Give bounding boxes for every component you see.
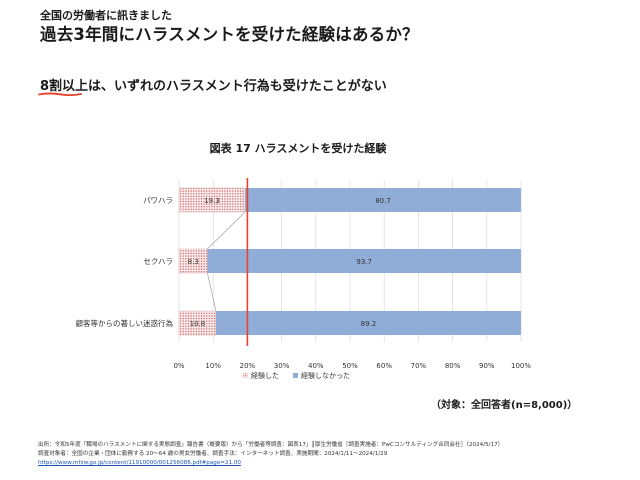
category-label: 顧客等からの著しい迷惑行為 bbox=[76, 318, 174, 328]
x-tick-label: 90% bbox=[479, 362, 495, 370]
bar-not-experienced bbox=[215, 311, 521, 335]
connector-line bbox=[207, 272, 217, 312]
source-line-1: 出所：令和5年度「職場のハラスメントに関する実態調査」報告書（概要版）から「労働… bbox=[38, 442, 504, 448]
connector-lines bbox=[207, 211, 246, 312]
data-label-experienced: 8.3 bbox=[188, 258, 199, 266]
category-label: セクハラ bbox=[143, 257, 173, 266]
bars: 19.3 80.7 8.3 93.7 10.8 89.2 bbox=[178, 187, 522, 336]
finding-underline bbox=[38, 92, 82, 96]
bar-not-experienced bbox=[207, 249, 522, 273]
x-tick-label: 30% bbox=[274, 362, 290, 370]
headline: 過去3年間にハラスメントを受けた経験はあるか？ bbox=[40, 25, 419, 44]
data-label-experienced: 19.3 bbox=[204, 197, 220, 205]
bar-experienced bbox=[178, 310, 217, 336]
legend-swatch-not-experienced bbox=[293, 373, 298, 378]
legend-swatch-experienced bbox=[243, 373, 248, 378]
bar-experienced bbox=[178, 248, 208, 274]
bar-experienced bbox=[178, 187, 246, 213]
x-tick-label: 50% bbox=[342, 362, 358, 370]
legend-label-not-experienced: 経験しなかった bbox=[301, 371, 350, 380]
x-tick-label: 100% bbox=[511, 362, 531, 370]
data-label-not-experienced: 80.7 bbox=[375, 197, 391, 205]
respondents-note: （対象：全回答者(n=8,000)） bbox=[431, 400, 578, 411]
x-tick-label: 40% bbox=[308, 362, 324, 370]
bar-not-experienced bbox=[245, 188, 522, 212]
x-tick-label: 10% bbox=[205, 362, 221, 370]
x-tick-label: 80% bbox=[445, 362, 461, 370]
key-finding: 8割以上は、いずれのハラスメント行為も受けたことがない bbox=[40, 79, 387, 94]
x-tick-labels: 0% 10% 20% 30% 40% 50% 60% 70% 80% 90% 100% bbox=[173, 362, 531, 370]
data-label-not-experienced: 93.7 bbox=[356, 258, 372, 266]
legend-label-experienced: 経験した bbox=[251, 371, 279, 380]
source-citation: 出所：令和5年度「職場のハラスメントに関する実態調査」報告書（概要版）から「労働… bbox=[38, 441, 503, 469]
x-tick-label: 60% bbox=[376, 362, 392, 370]
data-label-not-experienced: 89.2 bbox=[361, 320, 377, 328]
x-tick-label: 70% bbox=[411, 362, 427, 370]
source-link[interactable]: https://www.mhlw.go.jp/content/11910000/… bbox=[38, 460, 241, 467]
data-label-experienced: 10.8 bbox=[190, 320, 206, 328]
x-tick-label: 0% bbox=[173, 362, 184, 370]
chart-title: 図表 17 ハラスメントを受けた経験 bbox=[210, 141, 388, 155]
source-line-2: 調査対象者：全国の企業・団体に勤務する 20〜64 歳の男女労働者、調査手法：イ… bbox=[38, 451, 388, 458]
connector-line bbox=[207, 211, 246, 250]
x-tick-label: 20% bbox=[240, 362, 256, 370]
legend: 経験した 経験しなかった bbox=[243, 371, 350, 380]
category-label: パワハラ bbox=[143, 196, 173, 205]
eyebrow-text: 全国の労働者に訊きました bbox=[40, 9, 172, 22]
